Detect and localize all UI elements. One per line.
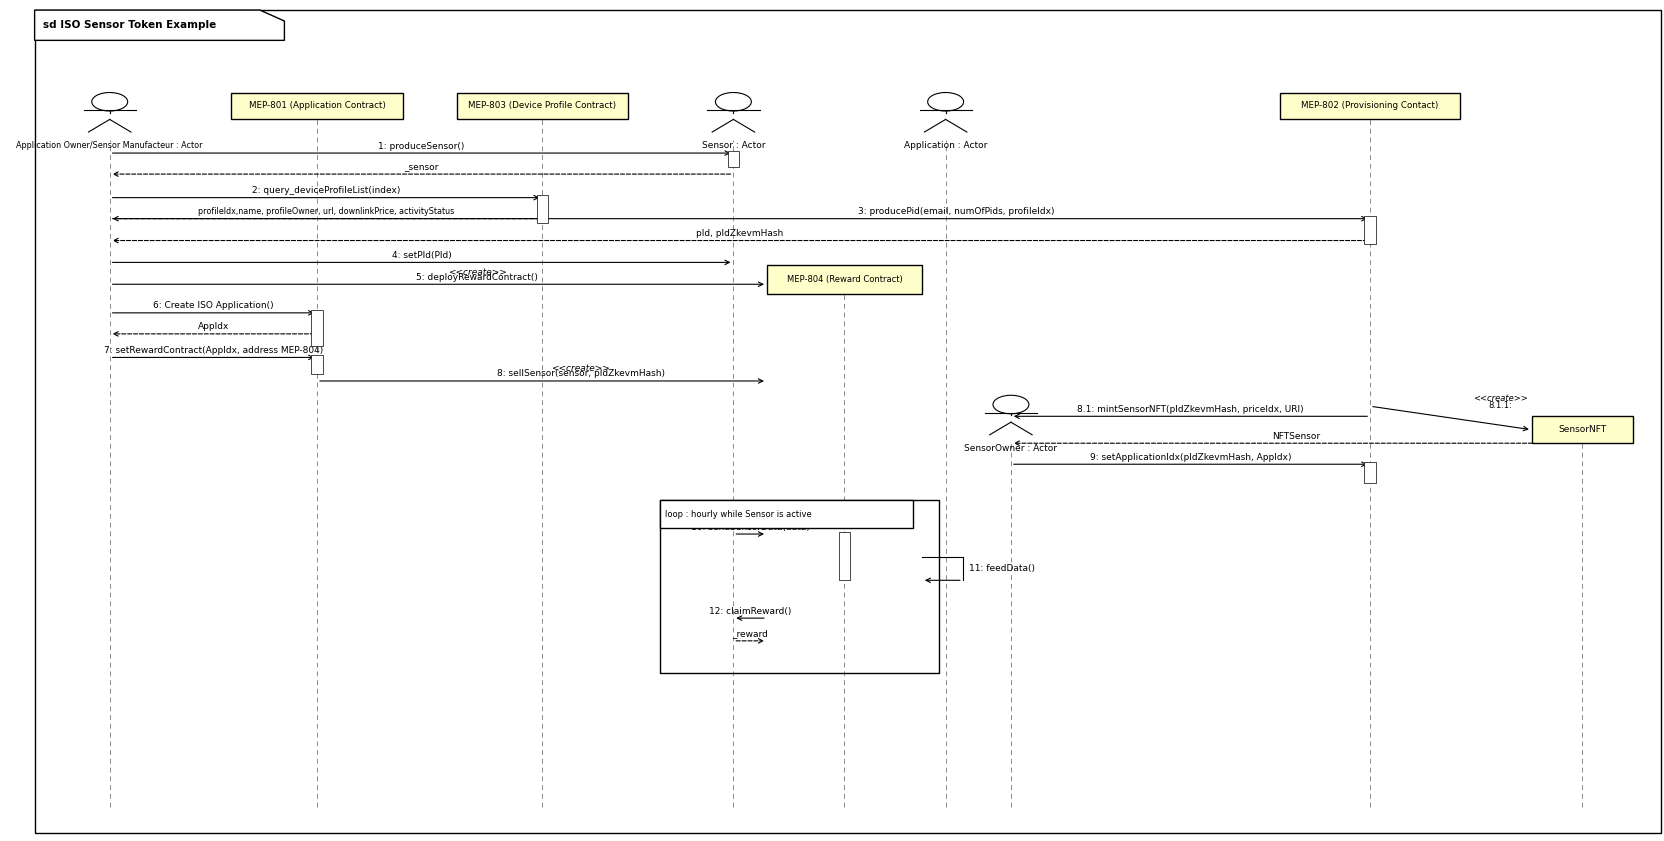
- Text: MEP-801 (Application Contract): MEP-801 (Application Contract): [248, 102, 386, 110]
- Text: NFTSensor: NFTSensor: [1273, 431, 1321, 441]
- Text: 8: sellSensor(sensor, pIdZkevmHash): 8: sellSensor(sensor, pIdZkevmHash): [498, 369, 664, 378]
- Text: sd ISO Sensor Token Example: sd ISO Sensor Token Example: [43, 20, 216, 30]
- Text: <<create>>: <<create>>: [448, 267, 506, 277]
- FancyBboxPatch shape: [1364, 216, 1376, 244]
- Text: _reward: _reward: [732, 629, 769, 638]
- FancyBboxPatch shape: [839, 532, 850, 580]
- Text: MEP-803 (Device Profile Contract): MEP-803 (Device Profile Contract): [468, 102, 616, 110]
- Text: 8.1: mintSensorNFT(pIdZkevmHash, priceIdx, URI): 8.1: mintSensorNFT(pIdZkevmHash, priceId…: [1077, 405, 1305, 414]
- FancyBboxPatch shape: [661, 500, 914, 528]
- Text: 12: claimReward(): 12: claimReward(): [709, 606, 792, 616]
- FancyBboxPatch shape: [727, 151, 739, 167]
- Text: 9: setApplicationIdx(pIdZkevmHash, AppIdx): 9: setApplicationIdx(pIdZkevmHash, AppId…: [1090, 452, 1291, 462]
- FancyBboxPatch shape: [767, 265, 922, 294]
- Text: loop : hourly while Sensor is active: loop : hourly while Sensor is active: [666, 510, 812, 519]
- Text: 10: sendSensorData(data): 10: sendSensorData(data): [691, 522, 810, 532]
- Text: <<create>>: <<create>>: [1473, 394, 1528, 403]
- Text: MEP-804 (Reward Contract): MEP-804 (Reward Contract): [787, 275, 902, 283]
- Text: 3: producePid(email, numOfPids, profileIdx): 3: producePid(email, numOfPids, profileI…: [859, 207, 1055, 216]
- Text: 7: setRewardContract(AppIdx, address MEP-804): 7: setRewardContract(AppIdx, address MEP…: [103, 346, 323, 355]
- Text: 4: setPId(PId): 4: setPId(PId): [391, 251, 451, 260]
- Text: AppIdx: AppIdx: [198, 322, 230, 331]
- FancyBboxPatch shape: [311, 355, 323, 374]
- Text: _sensor: _sensor: [404, 162, 439, 172]
- Text: MEP-802 (Provisioning Contact): MEP-802 (Provisioning Contact): [1301, 102, 1439, 110]
- Text: SensorNFT: SensorNFT: [1558, 426, 1606, 434]
- FancyBboxPatch shape: [1364, 462, 1376, 483]
- FancyBboxPatch shape: [35, 10, 1661, 833]
- Text: 8.1.1:: 8.1.1:: [1489, 401, 1513, 410]
- Text: Application Owner/Sensor Manufacteur : Actor: Application Owner/Sensor Manufacteur : A…: [17, 141, 203, 151]
- Text: 5: deployRewardContract(): 5: deployRewardContract(): [416, 272, 537, 282]
- FancyBboxPatch shape: [231, 93, 403, 119]
- Text: Sensor : Actor: Sensor : Actor: [702, 141, 765, 151]
- Text: profileIdx,name, profileOwner, url, downlinkPrice, activityStatus: profileIdx,name, profileOwner, url, down…: [198, 207, 454, 216]
- Text: SensorOwner : Actor: SensorOwner : Actor: [965, 444, 1057, 453]
- Text: 2: query_deviceProfileList(index): 2: query_deviceProfileList(index): [251, 186, 401, 195]
- Polygon shape: [35, 10, 285, 40]
- Text: Application : Actor: Application : Actor: [904, 141, 987, 151]
- Text: 1: produceSensor(): 1: produceSensor(): [378, 141, 464, 151]
- FancyBboxPatch shape: [311, 310, 323, 346]
- Text: <<create>>: <<create>>: [551, 364, 611, 373]
- FancyBboxPatch shape: [456, 93, 627, 119]
- FancyBboxPatch shape: [1533, 416, 1632, 443]
- Text: 11: feedData(): 11: feedData(): [970, 564, 1035, 573]
- Text: 6: Create ISO Application(): 6: Create ISO Application(): [153, 301, 273, 310]
- Text: pId, pIdZkevmHash: pId, pIdZkevmHash: [696, 229, 784, 238]
- FancyBboxPatch shape: [537, 195, 547, 223]
- FancyBboxPatch shape: [1280, 93, 1459, 119]
